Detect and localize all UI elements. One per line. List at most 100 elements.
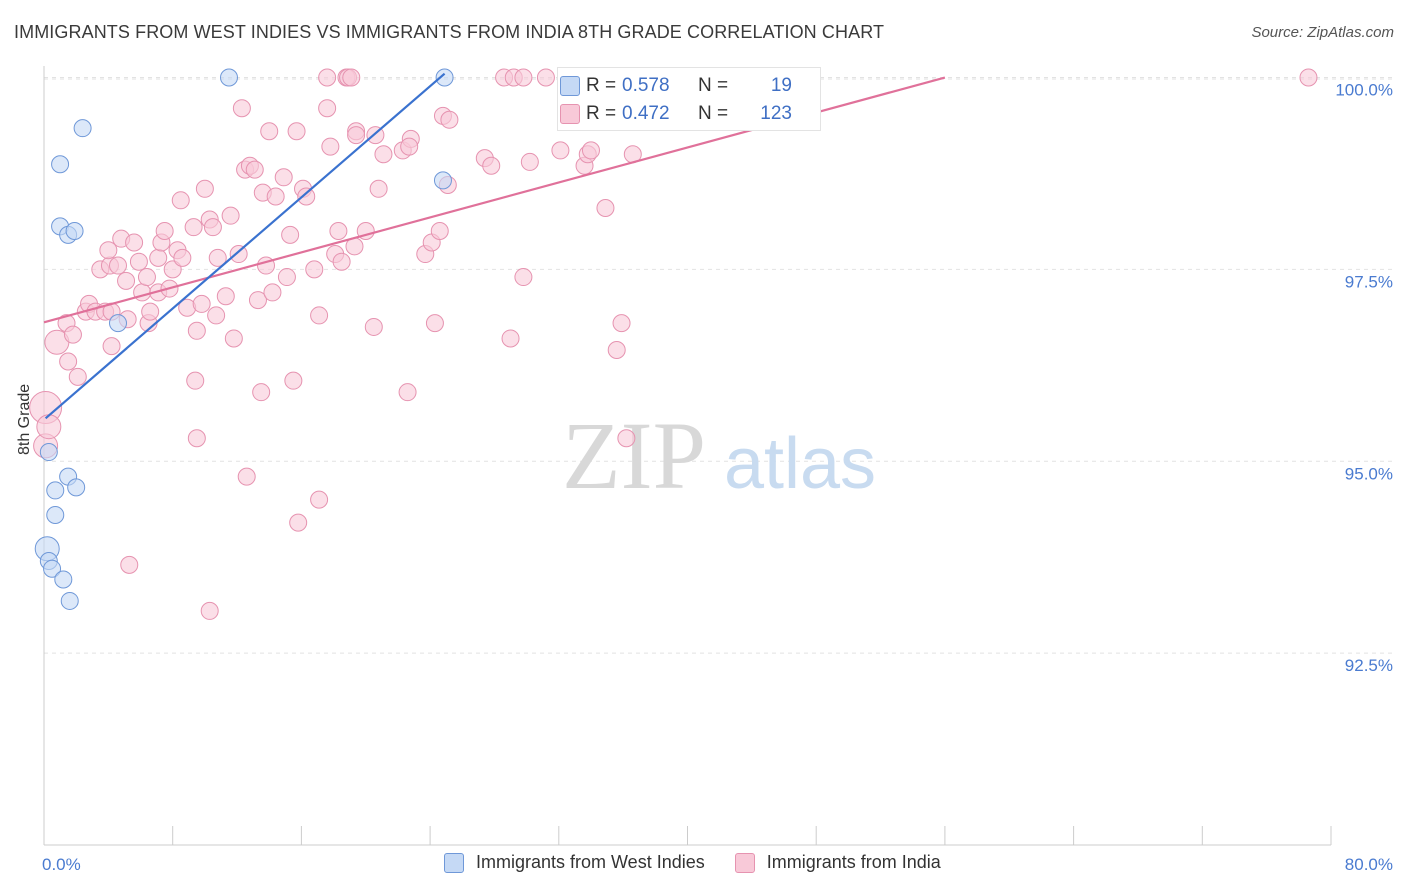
india-point	[425, 314, 444, 333]
india-point	[63, 325, 82, 344]
india-point	[221, 206, 240, 225]
y-tick-label: 97.5%	[1345, 272, 1393, 291]
india-point	[297, 187, 316, 206]
west-indies-point	[73, 119, 92, 138]
india-point	[252, 383, 271, 402]
y-tick-label: 100.0%	[1335, 81, 1393, 100]
bottom-legend: Immigrants from West Indies Immigrants f…	[444, 852, 971, 873]
x-tick-label-min: 0.0%	[42, 855, 81, 874]
india-point	[125, 233, 144, 252]
r-label: R =	[586, 75, 617, 96]
stats-legend: R = 0.578 N = 19 R = 0.472 N = 123	[557, 67, 821, 131]
india-point	[305, 260, 324, 279]
west-indies-point	[67, 478, 86, 497]
india-point	[321, 137, 340, 156]
india-point	[248, 291, 267, 310]
west-indies-point	[433, 171, 452, 190]
india-point	[482, 156, 501, 175]
west-indies-point	[46, 481, 65, 500]
watermark-zip: ZIP	[562, 402, 706, 509]
india-point	[329, 222, 348, 241]
india-point	[99, 241, 118, 260]
india-point	[203, 218, 222, 237]
india-point	[369, 179, 388, 198]
india-point	[109, 256, 128, 275]
west-indies-swatch	[444, 852, 464, 873]
west-indies-point	[51, 155, 70, 174]
india-point	[200, 601, 219, 620]
india-point	[266, 187, 285, 206]
india-point	[245, 160, 264, 179]
india-point	[224, 329, 243, 348]
india-point	[581, 141, 600, 160]
legend-label: Immigrants from West Indies	[476, 852, 705, 872]
stats-row-west-indies: R = 0.578 N = 19	[560, 73, 792, 99]
west-indies-point	[60, 591, 79, 610]
india-point	[173, 248, 192, 267]
india-point	[501, 329, 520, 348]
west-indies-point	[109, 314, 128, 333]
chart-title: IMMIGRANTS FROM WEST INDIES VS IMMIGRANT…	[14, 22, 885, 42]
india-point	[318, 99, 337, 118]
r-label: R =	[586, 103, 617, 124]
india-point	[163, 260, 182, 279]
west-indies-trend-line	[44, 72, 446, 420]
india-point	[155, 222, 174, 241]
india-point	[229, 245, 248, 264]
india-point	[216, 287, 235, 306]
west-indies-point	[46, 505, 65, 524]
west-indies-point	[220, 68, 239, 87]
india-point	[551, 141, 570, 160]
n-label: N =	[698, 75, 729, 96]
india-point	[332, 252, 351, 271]
india-point	[186, 371, 205, 390]
india-swatch	[734, 852, 755, 873]
india-point	[263, 283, 282, 302]
india-point	[514, 68, 533, 87]
india-point	[430, 222, 449, 241]
r-value: 0.472	[622, 103, 670, 124]
india-point	[284, 371, 303, 390]
india-point	[596, 198, 615, 217]
india-point	[612, 314, 631, 333]
india-point	[440, 110, 459, 129]
india-point	[374, 145, 393, 164]
india-point	[617, 429, 636, 448]
india-point	[117, 271, 136, 290]
west-indies-swatch	[560, 76, 580, 96]
india-point	[187, 321, 206, 340]
india-point	[68, 367, 87, 386]
india-point	[149, 248, 168, 267]
india-point	[318, 68, 337, 87]
india-point	[289, 513, 308, 532]
india-points	[29, 68, 1318, 620]
india-point	[310, 490, 329, 509]
n-label: N =	[698, 103, 729, 124]
legend-item-india[interactable]: Immigrants from India	[734, 852, 941, 873]
west-indies-point	[39, 443, 58, 462]
india-point	[364, 317, 383, 336]
y-tick-label: 92.5%	[1345, 656, 1393, 675]
india-point	[287, 122, 306, 141]
west-indies-point	[43, 559, 62, 578]
india-point	[400, 137, 419, 156]
india-point	[129, 252, 148, 271]
watermark: ZIP atlas	[562, 402, 876, 509]
n-value: 19	[770, 75, 792, 96]
legend-label: Immigrants from India	[766, 852, 941, 872]
india-point	[398, 383, 417, 402]
india-point	[281, 225, 300, 244]
india-point	[342, 68, 361, 87]
west-indies-point	[54, 570, 73, 589]
legend-item-west-indies[interactable]: Immigrants from West Indies	[444, 852, 705, 873]
india-point	[1299, 68, 1318, 87]
india-point	[137, 268, 156, 287]
india-point	[141, 302, 160, 321]
india-point	[237, 467, 256, 486]
west-indies-point	[435, 68, 454, 87]
india-point	[520, 152, 539, 171]
x-tick-label-max: 80.0%	[1345, 855, 1393, 874]
india-point	[120, 555, 139, 574]
watermark-atlas: atlas	[724, 424, 876, 504]
